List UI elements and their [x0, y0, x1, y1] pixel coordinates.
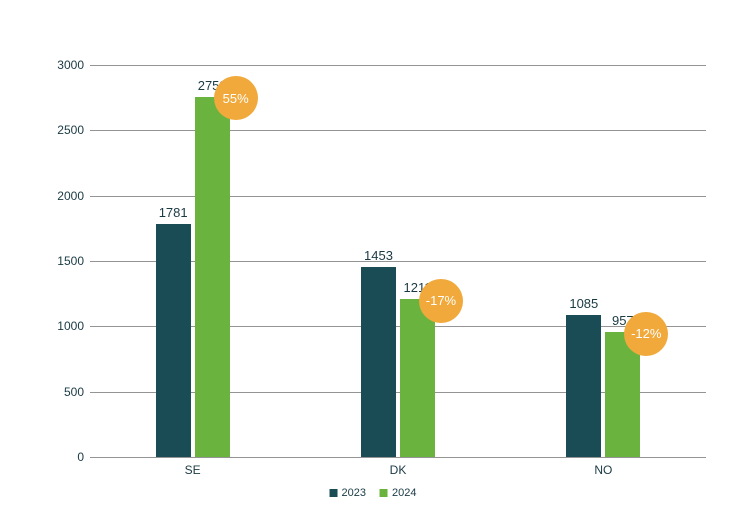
bar: 1453 — [361, 267, 396, 457]
bar: 2759 — [195, 97, 230, 458]
bar: 1781 — [156, 224, 191, 457]
bar-value-label: 1781 — [159, 205, 188, 220]
gridline — [90, 130, 706, 131]
legend-item: 2024 — [380, 487, 416, 499]
bar-value-label: 1453 — [364, 248, 393, 263]
y-axis-tick-label: 2000 — [57, 189, 84, 203]
x-axis-tick-label: DK — [390, 463, 407, 477]
y-axis-tick-label: 1000 — [57, 319, 84, 333]
bar: 1085 — [566, 315, 601, 457]
y-axis-tick-label: 1500 — [57, 254, 84, 268]
y-axis-tick-label: 0 — [77, 450, 84, 464]
legend-swatch — [330, 489, 338, 497]
pct-change-badge: -17% — [419, 279, 463, 323]
legend-swatch — [380, 489, 388, 497]
y-axis-tick-label: 500 — [64, 385, 84, 399]
y-axis-tick-label: 3000 — [57, 58, 84, 72]
plot-area: 05001000150020002500300017812759SE145312… — [90, 65, 706, 457]
gridline — [90, 457, 706, 458]
pct-change-badge: -12% — [624, 312, 668, 356]
x-axis-tick-label: SE — [185, 463, 201, 477]
x-axis-tick-label: NO — [594, 463, 612, 477]
legend-label: 2023 — [342, 487, 366, 499]
bar: 1211 — [400, 299, 435, 457]
bar-value-label: 1085 — [569, 296, 598, 311]
legend-item: 2023 — [330, 487, 366, 499]
gridline — [90, 196, 706, 197]
legend: 2023 2024 — [330, 487, 417, 499]
legend-label: 2024 — [392, 487, 416, 499]
gridline — [90, 65, 706, 66]
pct-change-badge: 55% — [214, 76, 258, 120]
y-axis-tick-label: 2500 — [57, 123, 84, 137]
chart-container: 05001000150020002500300017812759SE145312… — [0, 0, 746, 527]
